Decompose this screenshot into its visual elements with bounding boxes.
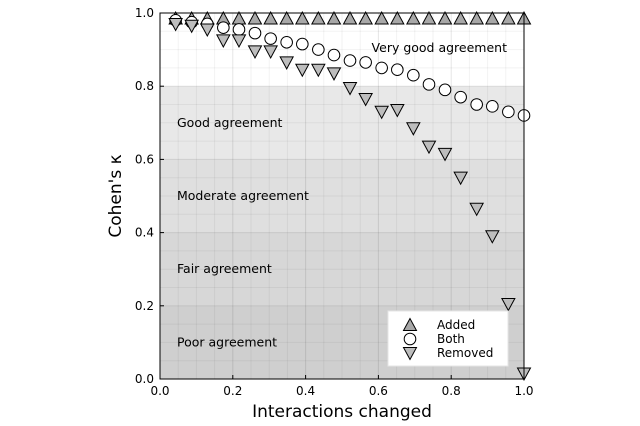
removed-point	[294, 63, 310, 78]
removed-point	[231, 34, 247, 49]
both-point	[217, 21, 230, 34]
removed-point	[199, 23, 215, 38]
added-point	[469, 10, 485, 25]
band-labels: Poor agreement Fair agreement Moderate agr…	[177, 40, 507, 350]
added-point	[247, 10, 263, 25]
removed-point	[374, 105, 390, 120]
both-point	[470, 98, 483, 111]
both-point	[232, 23, 246, 36]
added-point	[294, 10, 310, 25]
removed-point	[184, 19, 200, 34]
both-point	[280, 35, 293, 49]
both-point	[391, 63, 404, 77]
axis-ticks: 0.0 0.2 0.4 0.6 0.8 1.0 0.0 0.2 0.4 0.6 0.8 1.0	[135, 6, 534, 398]
y-tick-label: 0.8	[135, 79, 154, 93]
removed-point	[342, 82, 358, 96]
both-point	[359, 56, 372, 69]
legend-label-both: Both	[437, 332, 465, 346]
x-tick-label: 0.4	[296, 384, 315, 398]
both-point	[486, 100, 499, 113]
x-tick-label: 0.6	[369, 384, 388, 398]
legend-marker-both	[403, 332, 417, 346]
both-point	[407, 68, 420, 82]
added-point	[484, 10, 500, 25]
removed-point	[279, 56, 295, 70]
both-point	[327, 48, 341, 62]
added-point	[453, 10, 469, 25]
both-point	[454, 90, 467, 104]
y-tick-label: 0.6	[135, 152, 154, 166]
both-point	[343, 54, 357, 67]
added-point	[437, 10, 453, 25]
y-tick-label: 0.2	[135, 299, 154, 313]
x-tick-label: 0.2	[223, 384, 242, 398]
removed-point	[469, 202, 485, 217]
removed-point	[437, 147, 453, 162]
removed-point	[421, 140, 437, 155]
removed-point	[263, 45, 278, 59]
y-axis-title: Cohen's κ	[106, 154, 126, 237]
grid	[160, 13, 524, 379]
x-tick-label: 1.0	[514, 384, 533, 398]
both-point	[312, 43, 325, 56]
band-label-3: Good agreement	[177, 115, 283, 130]
added-point	[421, 10, 437, 25]
band-2	[160, 159, 524, 233]
removed-point	[501, 297, 516, 312]
both-point	[422, 78, 436, 91]
both-point	[296, 37, 309, 51]
y-tick-label: 1.0	[135, 6, 154, 20]
both-point	[502, 105, 515, 119]
plot-frame	[159, 12, 525, 380]
removed-point	[389, 103, 405, 118]
removed-point	[326, 67, 342, 81]
removed-point	[453, 171, 469, 186]
removed-point	[484, 230, 500, 244]
y-tick-label: 0.4	[135, 226, 154, 240]
removed-point	[406, 122, 421, 136]
legend-marker-removed	[402, 346, 418, 361]
added-point	[263, 10, 278, 25]
y-tick-label: 0.0	[135, 372, 154, 386]
band-label-1: Fair agreement	[177, 261, 272, 276]
added-point	[374, 10, 390, 25]
x-tick-label: 0.8	[442, 384, 461, 398]
series-added	[168, 10, 532, 25]
both-point	[248, 26, 262, 40]
both-point	[264, 32, 277, 45]
band-label-4: Very good agreement	[372, 40, 508, 55]
legend-marker-added	[402, 317, 418, 332]
added-point	[406, 10, 421, 25]
removed-point	[358, 92, 373, 107]
added-point	[326, 10, 342, 25]
legend-label-added: Added	[437, 318, 475, 332]
legend-label-removed: Removed	[437, 346, 493, 360]
added-point	[358, 10, 373, 25]
added-point	[501, 10, 516, 25]
removed-point	[168, 17, 183, 32]
added-point	[311, 10, 326, 25]
x-axis-title: Interactions changed	[252, 402, 432, 422]
added-point	[279, 10, 295, 25]
added-point	[342, 10, 358, 25]
removed-point	[215, 34, 231, 49]
x-tick-label: 0.0	[150, 384, 169, 398]
removed-point	[311, 63, 326, 78]
both-point	[438, 83, 452, 97]
band-1	[160, 232, 524, 306]
added-point	[389, 10, 405, 25]
band-label-2: Moderate agreement	[177, 188, 309, 203]
both-point	[375, 61, 388, 75]
series-both	[169, 14, 531, 122]
removed-point	[247, 45, 263, 59]
band-label-0: Poor agreement	[177, 334, 277, 349]
